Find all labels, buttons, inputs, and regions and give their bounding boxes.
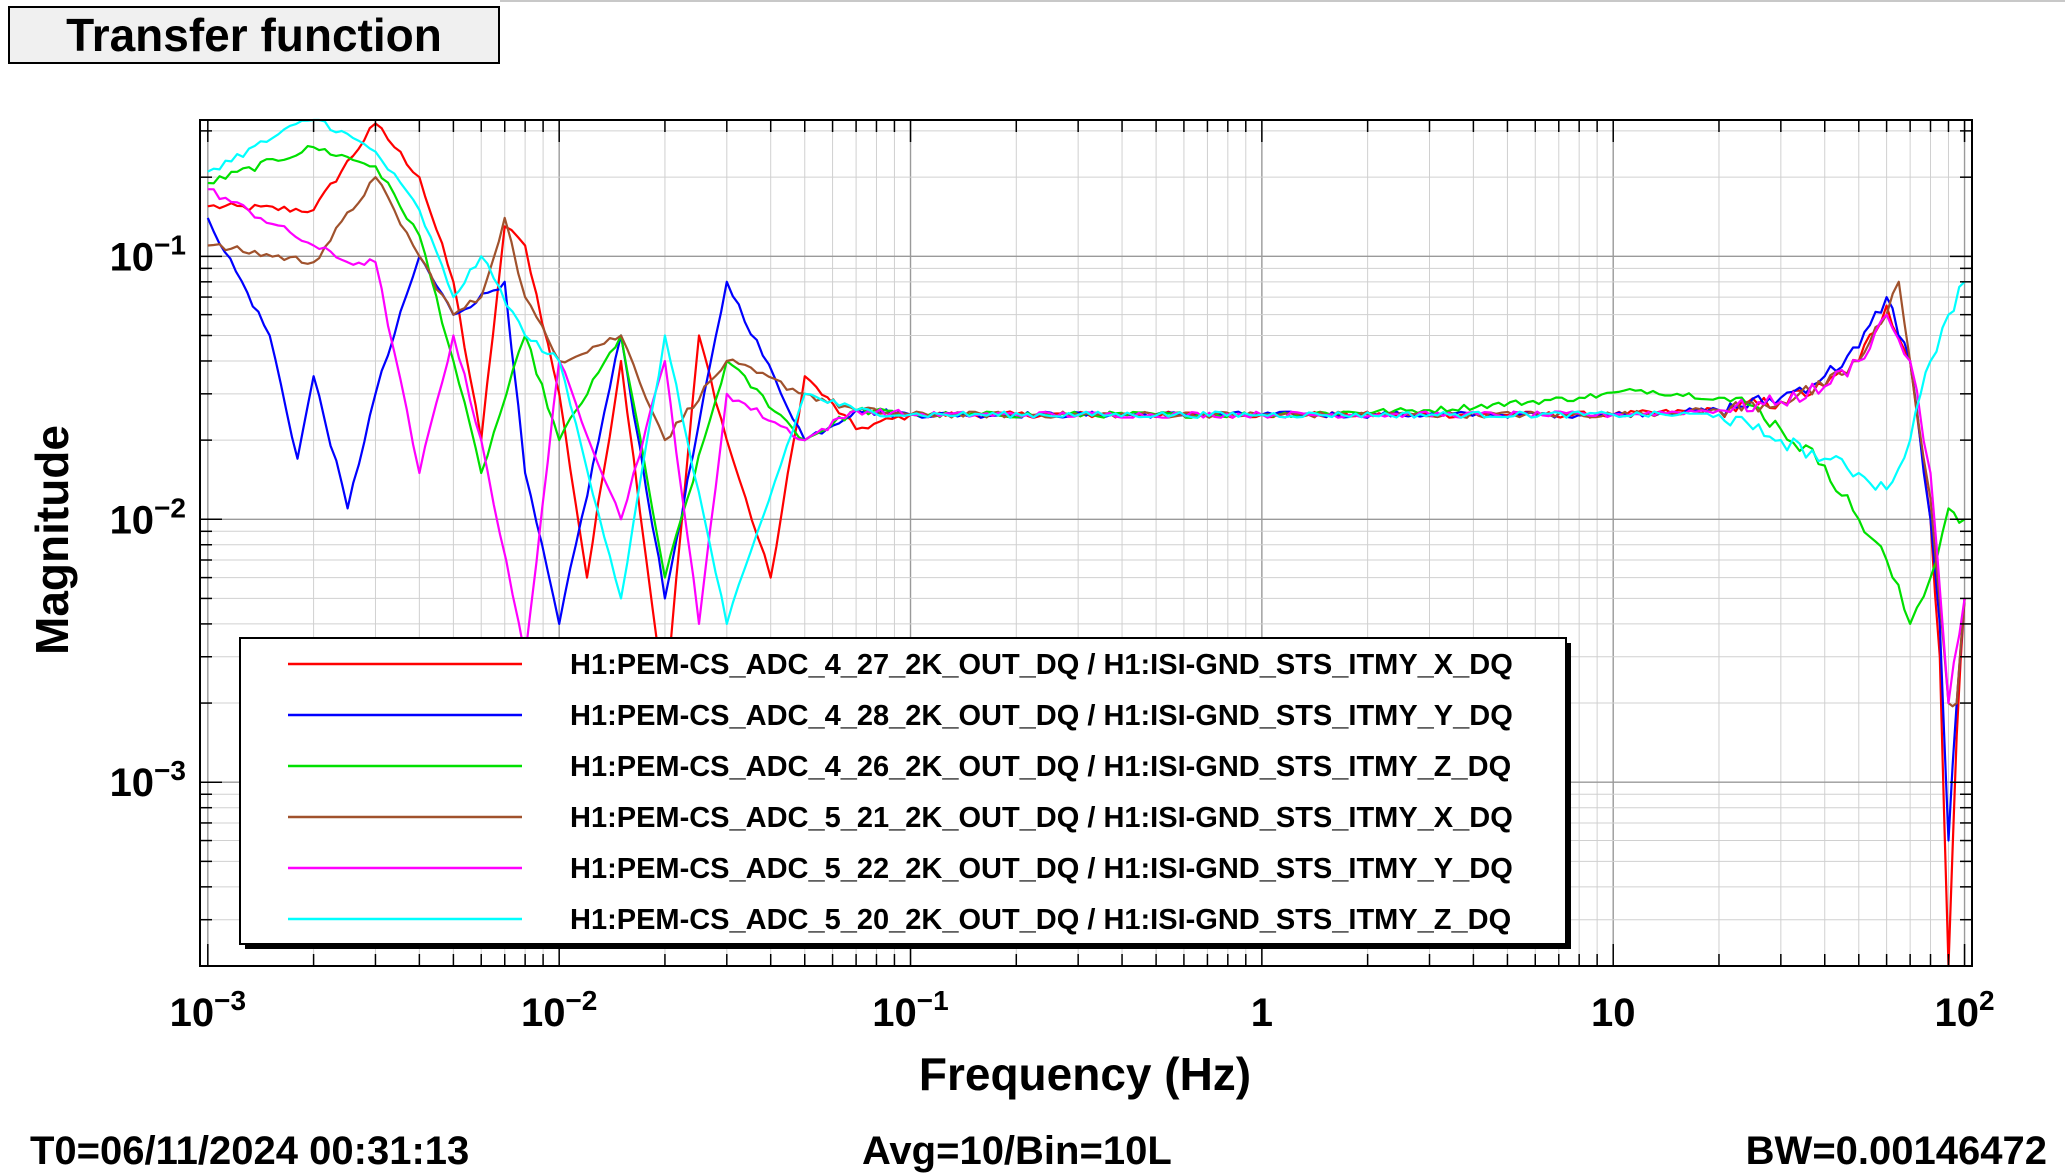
series-line-6 [207,118,1966,626]
legend-label: H1:PEM-CS_ADC_5_20_2K_OUT_DQ / H1:ISI-GN… [570,904,1511,936]
tick-label: 1 [1251,991,1273,1035]
footer-bw: BW=0.00146472 [1745,1129,2047,1173]
y-axis-label: Magnitude [26,425,78,655]
series-line-1 [207,122,1966,968]
x-axis-label: Frequency (Hz) [919,1048,1251,1100]
plot-frame [199,119,1973,967]
footer-t0: T0=06/11/2024 00:31:13 [30,1129,470,1173]
tick-label: 10−3 [170,985,246,1035]
tick-label: 10−1 [872,985,948,1035]
tick-label: 10−2 [110,492,186,542]
series-lines [206,118,1966,968]
tick-label: 10 [1591,991,1636,1035]
legend-label: H1:PEM-CS_ADC_5_22_2K_OUT_DQ / H1:ISI-GN… [570,853,1513,885]
legend-label: H1:PEM-CS_ADC_4_26_2K_OUT_DQ / H1:ISI-GN… [570,751,1511,783]
tick-label: 10−3 [110,755,186,805]
legend-box [239,637,1567,945]
chart-title: Transfer function [8,6,500,64]
top-divider [500,0,2065,2]
tick-labels: 10−3 10−2 10−1 1 10 102 10−1 10−2 10−3 [110,229,1995,1035]
legend-label: H1:PEM-CS_ADC_5_21_2K_OUT_DQ / H1:ISI-GN… [570,802,1513,834]
legend-label: H1:PEM-CS_ADC_4_27_2K_OUT_DQ / H1:ISI-GN… [570,649,1513,681]
legend-label: H1:PEM-CS_ADC_4_28_2K_OUT_DQ / H1:ISI-GN… [570,700,1513,732]
legend: H1:PEM-CS_ADC_4_27_2K_OUT_DQ / H1:ISI-GN… [239,637,1571,949]
series-line-5 [207,188,1966,705]
tick-label: 10−1 [110,229,186,279]
footer-avg: Avg=10/Bin=10L [862,1129,1172,1173]
tick-label: 102 [1935,985,1995,1035]
transfer-function-chart: 10−3 10−2 10−1 1 10 102 10−1 10−2 10−3 Frequency… [26,118,1995,1100]
tick-label: 10−2 [521,985,597,1035]
axis-ticks [200,120,1972,967]
